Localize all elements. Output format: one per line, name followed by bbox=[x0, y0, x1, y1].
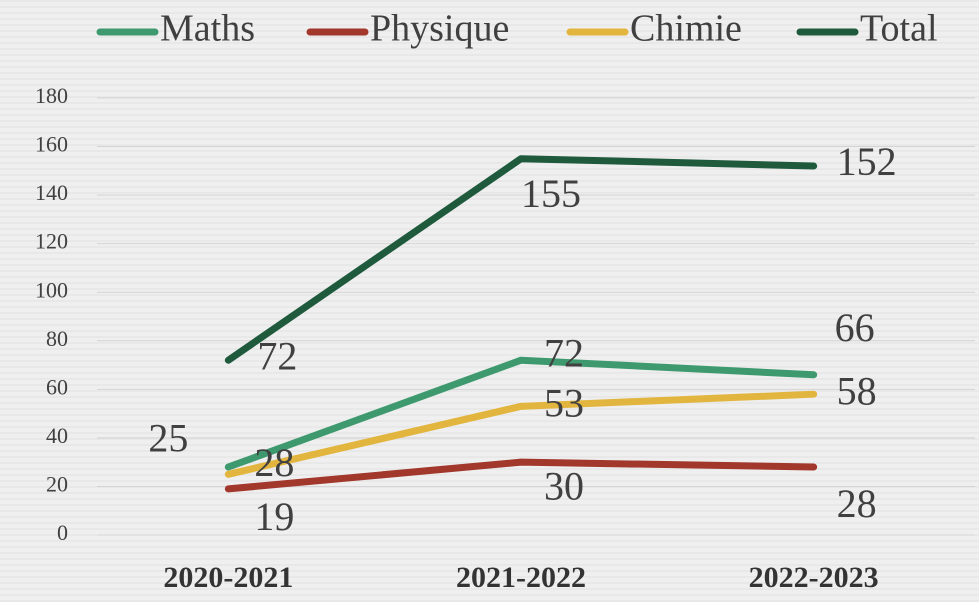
data-label: 152 bbox=[837, 139, 897, 184]
y-tick-label: 180 bbox=[35, 83, 68, 108]
data-label: 58 bbox=[837, 368, 877, 413]
y-tick-label: 20 bbox=[46, 471, 68, 496]
y-tick-label: 40 bbox=[46, 423, 68, 448]
y-tick-label: 160 bbox=[35, 132, 68, 157]
y-tick-label: 80 bbox=[46, 326, 68, 351]
data-label: 28 bbox=[254, 440, 294, 485]
series-line bbox=[224, 155, 818, 364]
y-tick-label: 60 bbox=[46, 374, 68, 399]
data-label: 72 bbox=[544, 330, 584, 375]
y-tick-label: 100 bbox=[35, 277, 68, 302]
x-tick-label: 2021-2022 bbox=[456, 561, 586, 594]
y-tick-label: 140 bbox=[35, 180, 68, 205]
legend-label: Maths bbox=[160, 8, 255, 50]
series-line bbox=[224, 458, 818, 493]
data-label: 30 bbox=[544, 463, 584, 508]
y-tick-label: 120 bbox=[35, 229, 68, 254]
legend-label: Physique bbox=[370, 8, 509, 50]
data-label: 66 bbox=[835, 305, 875, 350]
data-label: 19 bbox=[254, 494, 294, 539]
legend-label: Chimie bbox=[630, 8, 742, 50]
data-label: 25 bbox=[148, 415, 188, 460]
x-tick-label: 2022-2023 bbox=[749, 561, 879, 594]
y-tick-label: 0 bbox=[57, 520, 68, 545]
data-label: 155 bbox=[521, 171, 581, 216]
data-label: 53 bbox=[544, 380, 584, 425]
series-line bbox=[224, 356, 818, 471]
legend-label: Total bbox=[860, 8, 938, 50]
data-label: 28 bbox=[837, 481, 877, 526]
series-line bbox=[224, 390, 818, 478]
x-tick-label: 2020-2021 bbox=[163, 561, 293, 594]
data-label: 72 bbox=[257, 333, 297, 378]
